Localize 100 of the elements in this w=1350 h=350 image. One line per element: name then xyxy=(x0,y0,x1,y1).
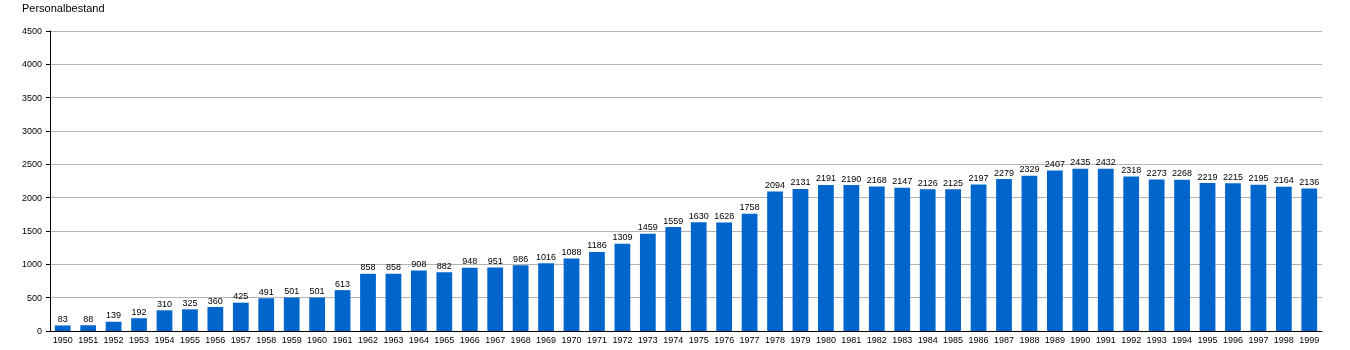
bar xyxy=(1301,188,1318,331)
x-tick-label: 1992 xyxy=(1121,334,1142,345)
data-label: 1559 xyxy=(663,215,684,226)
data-label: 2131 xyxy=(790,177,811,188)
data-label: 1758 xyxy=(739,202,760,213)
x-tick-label: 1971 xyxy=(586,334,607,345)
bar xyxy=(1046,170,1063,331)
data-label: 1309 xyxy=(612,232,633,243)
data-label: 2126 xyxy=(917,177,938,188)
x-tick-label: 1963 xyxy=(383,334,404,345)
x-tick-label: 1984 xyxy=(917,334,938,345)
bar xyxy=(232,302,249,331)
bar xyxy=(182,309,198,331)
data-label: 1016 xyxy=(536,251,557,262)
bar xyxy=(589,251,605,331)
data-label: 2125 xyxy=(943,177,964,188)
x-tick-label: 1975 xyxy=(688,334,709,345)
bar xyxy=(1174,179,1190,331)
bar xyxy=(54,325,71,331)
data-label: 882 xyxy=(436,260,452,271)
bar xyxy=(461,267,478,331)
y-tick-label: 0 xyxy=(36,326,42,336)
x-tick-label: 1999 xyxy=(1299,334,1320,345)
bar xyxy=(1021,175,1038,331)
x-tick-label: 1951 xyxy=(78,334,99,345)
bar xyxy=(436,272,453,331)
bar xyxy=(639,233,656,331)
data-label: 192 xyxy=(131,306,147,317)
bar xyxy=(690,222,707,331)
y-tick-label: 1500 xyxy=(21,226,42,236)
x-tick-label: 1997 xyxy=(1248,334,1269,345)
x-tick-label: 1983 xyxy=(892,334,913,345)
x-tick-label: 1966 xyxy=(459,334,480,345)
x-tick-label: 1996 xyxy=(1222,334,1243,345)
x-tick-label: 1953 xyxy=(129,334,150,345)
bar xyxy=(1225,183,1241,331)
bar xyxy=(258,298,275,331)
bar xyxy=(385,273,402,331)
x-tick-label: 1958 xyxy=(256,334,277,345)
data-label: 360 xyxy=(207,295,223,306)
data-label: 139 xyxy=(106,310,122,321)
x-tick-label: 1961 xyxy=(332,334,353,345)
x-tick-label: 1974 xyxy=(663,334,684,345)
data-label: 858 xyxy=(385,262,401,273)
x-tick-label: 1968 xyxy=(510,334,531,345)
data-label: 2279 xyxy=(993,167,1015,178)
bar xyxy=(945,189,962,331)
bar xyxy=(1250,184,1267,331)
y-tick-label: 4000 xyxy=(21,59,42,70)
bar xyxy=(818,184,834,331)
data-label: 2136 xyxy=(1299,177,1320,188)
bar xyxy=(1123,176,1140,331)
y-tick-label: 2000 xyxy=(21,192,42,203)
data-label: 325 xyxy=(182,297,198,308)
x-tick-label: 1973 xyxy=(637,334,658,345)
bar xyxy=(105,321,122,331)
bar xyxy=(309,297,326,331)
x-tick-label: 1969 xyxy=(536,334,557,345)
data-label: 501 xyxy=(309,286,325,297)
data-label: 2168 xyxy=(866,174,887,185)
data-label: 2407 xyxy=(1044,159,1065,170)
x-tick-label: 1957 xyxy=(230,334,251,345)
bar xyxy=(487,267,504,331)
data-label: 613 xyxy=(335,278,351,289)
data-label: 951 xyxy=(487,256,503,267)
x-tick-label: 1965 xyxy=(434,334,455,345)
data-label: 2094 xyxy=(765,179,786,190)
x-tick-label: 1959 xyxy=(281,334,302,345)
y-tick-label: 1000 xyxy=(21,259,42,270)
y-tick-label: 3500 xyxy=(21,92,42,103)
x-tick-label: 1964 xyxy=(408,334,429,345)
bar xyxy=(131,318,147,331)
x-tick-label: 1985 xyxy=(943,334,964,345)
data-label: 948 xyxy=(462,256,478,267)
bar xyxy=(334,290,351,331)
x-tick-label: 1955 xyxy=(179,334,200,345)
bar xyxy=(410,270,427,331)
data-label: 858 xyxy=(360,262,376,273)
y-tick-label: 2500 xyxy=(21,159,42,170)
data-label: 2432 xyxy=(1095,157,1116,168)
bar xyxy=(512,265,529,331)
data-label: 88 xyxy=(83,313,94,324)
x-tick-label: 1980 xyxy=(815,334,836,345)
data-label: 2329 xyxy=(1019,164,1040,175)
x-tick-label: 1990 xyxy=(1070,334,1091,345)
y-axis-title: Personalbestand xyxy=(22,1,105,14)
y-tick-label: 500 xyxy=(26,292,42,303)
bar xyxy=(360,273,376,331)
x-tick-label: 1995 xyxy=(1197,334,1218,345)
x-tick-label: 1986 xyxy=(968,334,989,345)
y-tick-label: 4500 xyxy=(21,26,42,36)
bar xyxy=(996,179,1012,331)
bar xyxy=(156,310,173,331)
bar xyxy=(1199,183,1216,331)
bar xyxy=(919,189,936,331)
data-label: 2318 xyxy=(1121,164,1142,175)
y-tick-label: 3000 xyxy=(21,126,42,136)
bar xyxy=(1275,186,1292,331)
x-tick-label: 1976 xyxy=(714,334,735,345)
x-tick-label: 1967 xyxy=(485,334,506,345)
